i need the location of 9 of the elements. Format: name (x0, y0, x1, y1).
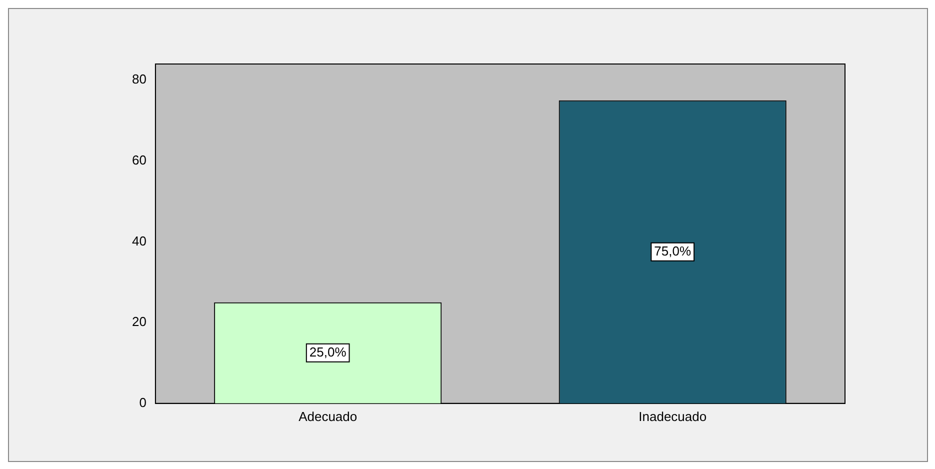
text: 25,0% (309, 344, 346, 360)
x-tick-label: Adecuado (298, 408, 358, 424)
y-tick-label: 80 (132, 72, 146, 87)
text: 75,0% (654, 243, 692, 258)
y-tick-label: 60 (132, 152, 146, 168)
y-tick-label: 40 (132, 233, 146, 248)
y-tick-label: 20 (132, 314, 146, 330)
y-tick-label: 0 (139, 394, 146, 410)
x-tick-label: Inadecuado (638, 408, 707, 424)
